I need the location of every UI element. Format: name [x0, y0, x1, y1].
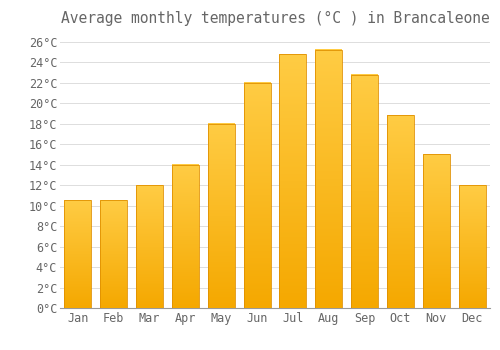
Bar — [351, 75, 378, 308]
Bar — [100, 201, 127, 308]
Bar — [316, 50, 342, 308]
Bar — [64, 201, 92, 308]
Bar — [208, 124, 234, 308]
Title: Average monthly temperatures (°C ) in Brancaleone: Average monthly temperatures (°C ) in Br… — [60, 11, 490, 26]
Bar — [423, 154, 450, 308]
Bar — [458, 185, 485, 308]
Bar — [172, 164, 199, 308]
Bar — [280, 54, 306, 308]
Bar — [387, 116, 414, 308]
Bar — [136, 185, 163, 308]
Bar — [244, 83, 270, 308]
